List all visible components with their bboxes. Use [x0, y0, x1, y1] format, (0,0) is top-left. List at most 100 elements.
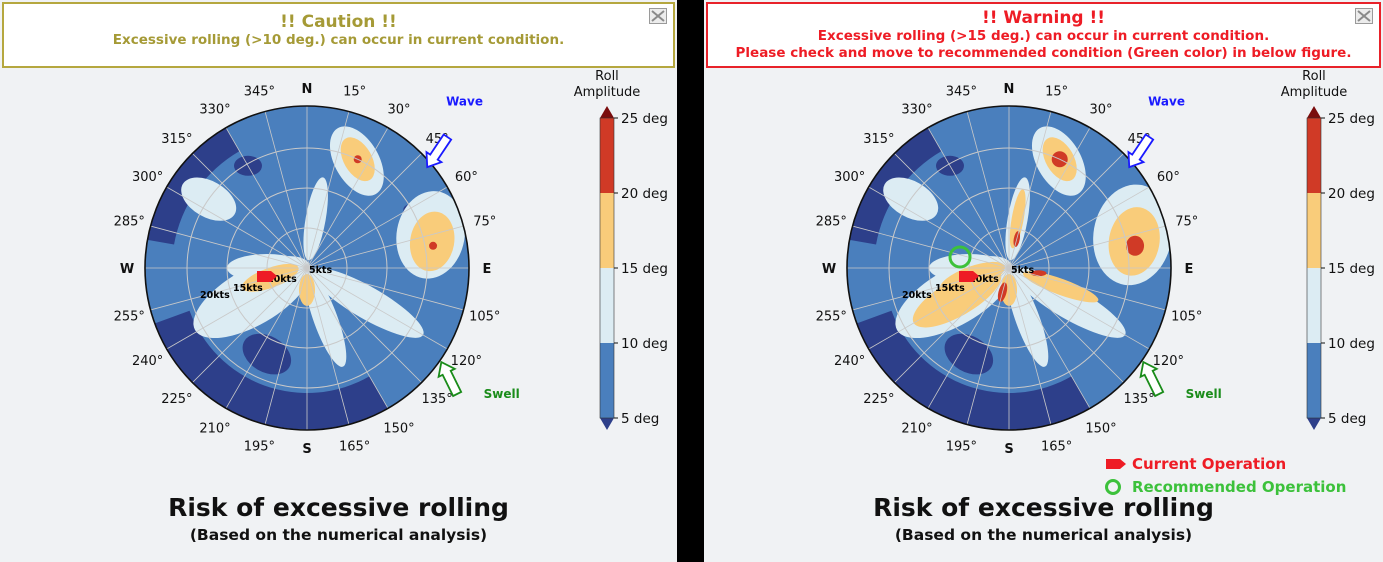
contour-15-20-lobe [1009, 189, 1026, 249]
angle-tick-label: 75° [473, 214, 496, 229]
recommended-operation-marker [948, 245, 972, 269]
angle-tick-label: 315° [161, 132, 192, 147]
grid-spoke [306, 267, 350, 425]
wave-label: Wave [1148, 95, 1185, 109]
angle-tick-label: 135° [1123, 392, 1154, 407]
grid-spoke [927, 267, 1010, 409]
speed-label: 10kts [267, 274, 297, 285]
angle-tick-label: 165° [339, 440, 370, 455]
grid-spoke [306, 153, 422, 269]
grid-spoke [1008, 111, 1052, 269]
angle-tick-label: 285° [114, 214, 145, 229]
chart-subtitle: (Based on the numerical analysis) [894, 526, 1193, 544]
grid-spoke [927, 127, 1010, 269]
contour-low-patch [944, 333, 994, 375]
swell-label: Swell [484, 387, 520, 401]
angle-tick-label: 30° [387, 103, 410, 118]
grid-spoke [868, 186, 1010, 269]
contour-15-20-lobe [409, 211, 455, 272]
contour-10-15-lobe [305, 272, 347, 367]
grid-spoke [306, 186, 448, 269]
angle-tick-label: 210° [199, 421, 230, 436]
caution-panel: !! Caution !! Excessive rolling (>10 deg… [0, 0, 677, 562]
angle-tick-label: 105° [469, 310, 500, 325]
speed-label: 5kts [309, 265, 332, 276]
colorbar-tick-label: 20 deg [1328, 186, 1375, 202]
polar-frame [846, 105, 1172, 431]
contour-low-south [152, 310, 389, 430]
grid-spoke [192, 153, 308, 269]
wave-arrow-icon [1127, 133, 1155, 169]
angle-tick-label: 150° [383, 421, 414, 436]
angle-tick-label: 225° [863, 392, 894, 407]
grid-spoke [966, 111, 1010, 269]
grid-spoke [306, 267, 389, 409]
angle-tick-label: 345° [244, 84, 275, 99]
direction-label-W: W [822, 262, 836, 277]
grid-spoke [166, 186, 308, 269]
colorbar-tick-label: 10 deg [621, 336, 668, 352]
grid-spoke [306, 267, 422, 383]
chart-title: Risk of excessive rolling [873, 493, 1214, 522]
angle-tick-label: 210° [901, 421, 932, 436]
colorbar-tick-label: 15 deg [1328, 261, 1375, 277]
angle-tick-label: 135° [421, 392, 452, 407]
colorbar-segment [600, 193, 614, 268]
colorbar-segment [600, 118, 614, 193]
speed-label: 10kts [969, 274, 999, 285]
grid-spoke [1008, 225, 1166, 269]
colorbar-max-arrow [1307, 106, 1321, 118]
legend-current-label: Current Operation [1132, 454, 1287, 473]
caution-banner: !! Caution !! Excessive rolling (>10 deg… [2, 2, 675, 68]
current-operation-marker [257, 271, 277, 282]
grid-spoke [1008, 267, 1124, 383]
direction-label-N: N [1004, 82, 1015, 97]
grid-spoke [1008, 267, 1150, 350]
contour-10-15-lobe [1007, 272, 1049, 367]
speed-label: 20kts [902, 290, 932, 301]
legend-recommended-label: Recommended Operation [1132, 477, 1347, 496]
grid-spoke [1008, 267, 1091, 409]
angle-tick-label: 225° [161, 392, 192, 407]
polar-chart: 15°30°45°60°75°105°120°135°150°165°195°2… [816, 69, 1375, 457]
grid-spoke [1008, 267, 1166, 311]
grid-spoke [1008, 186, 1150, 269]
contour-20-25-core [429, 241, 438, 250]
banner-title: !! Warning !! [981, 8, 1106, 28]
grid-spoke [166, 267, 308, 350]
colorbar-segment [600, 343, 614, 418]
angle-tick-label: 255° [114, 310, 145, 325]
colorbar-min-arrow [600, 418, 614, 430]
direction-label-S: S [302, 442, 311, 457]
grid-spoke [852, 267, 1010, 311]
colorbar-segment [600, 268, 614, 343]
colorbar-tick-label: 15 deg [621, 261, 668, 277]
colorbar-tick-label: 25 deg [1328, 111, 1375, 127]
close-icon[interactable] [1355, 8, 1373, 24]
swell-arrow-icon [1139, 360, 1165, 398]
operation-legend: Current Operation Recommended Operation [1104, 452, 1346, 498]
direction-label-E: E [1185, 262, 1194, 277]
chart-subtitle: (Based on the numerical analysis) [189, 526, 488, 544]
warning-panel: !! Warning !! Excessive rolling (>15 deg… [704, 0, 1383, 562]
angle-tick-label: 165° [1041, 440, 1072, 455]
legend-current-operation: Current Operation [1104, 452, 1346, 475]
angle-tick-label: 330° [199, 103, 230, 118]
angle-tick-label: 285° [816, 214, 847, 229]
contour-low-patch [242, 333, 292, 375]
angle-tick-label: 300° [132, 170, 163, 185]
grid-spoke [1008, 153, 1124, 269]
grid-spoke [1008, 267, 1052, 425]
contour-10-15-lobe [303, 177, 328, 261]
angle-tick-label: 60° [455, 170, 478, 185]
grid-spoke [306, 127, 389, 269]
angle-tick-label: 105° [1171, 310, 1202, 325]
grid-spoke [868, 267, 1010, 350]
contour-20-25-core [1126, 235, 1145, 256]
close-icon[interactable] [649, 8, 667, 24]
colorbar-tick-label: 25 deg [621, 111, 668, 127]
angle-tick-label: 120° [451, 354, 482, 369]
recommended-operation-icon [1105, 478, 1121, 495]
angle-tick-label: 240° [132, 354, 163, 369]
wave-label: Wave [446, 95, 483, 109]
